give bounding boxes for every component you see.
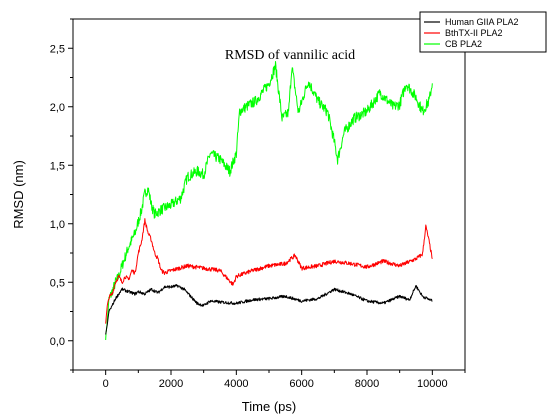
chart-title: RMSD of vannilic acid [225, 48, 355, 63]
x-tick-label: 6000 [289, 378, 313, 390]
y-tick-label: 0,0 [50, 336, 65, 348]
x-tick-label: 0 [103, 378, 109, 390]
y-tick-label: 1,0 [50, 219, 65, 231]
y-tick-label: 2,5 [50, 43, 65, 55]
series-line-cb-pla2 [105, 61, 433, 341]
legend-label: CB PLA2 [445, 39, 482, 49]
legend-box [419, 11, 547, 53]
legend-label: Human GIIA PLA2 [445, 17, 519, 27]
y-tick-label: 1,5 [50, 160, 65, 172]
y-axis-title: RMSD (nm) [11, 160, 26, 229]
x-tick-label: 10000 [417, 378, 448, 390]
series-layer [105, 61, 433, 341]
x-tick-label: 8000 [355, 378, 379, 390]
y-tick-label: 2,0 [50, 102, 65, 114]
x-axis-title: Time (ps) [242, 399, 296, 414]
x-tick-label: 2000 [159, 378, 183, 390]
x-tick-label: 4000 [224, 378, 248, 390]
x-axis: 0 2000 4000 6000 8000 10000 [72, 370, 466, 390]
series-line-human-giia-pla2 [105, 284, 433, 335]
y-tick-label: 0,5 [50, 277, 65, 289]
legend-label: BthTX-II PLA2 [445, 28, 503, 38]
series-line-bthtx-ii-pla2 [105, 218, 433, 324]
y-axis: 0,0 0,5 1,0 1,5 2,0 2,5 [50, 18, 73, 371]
